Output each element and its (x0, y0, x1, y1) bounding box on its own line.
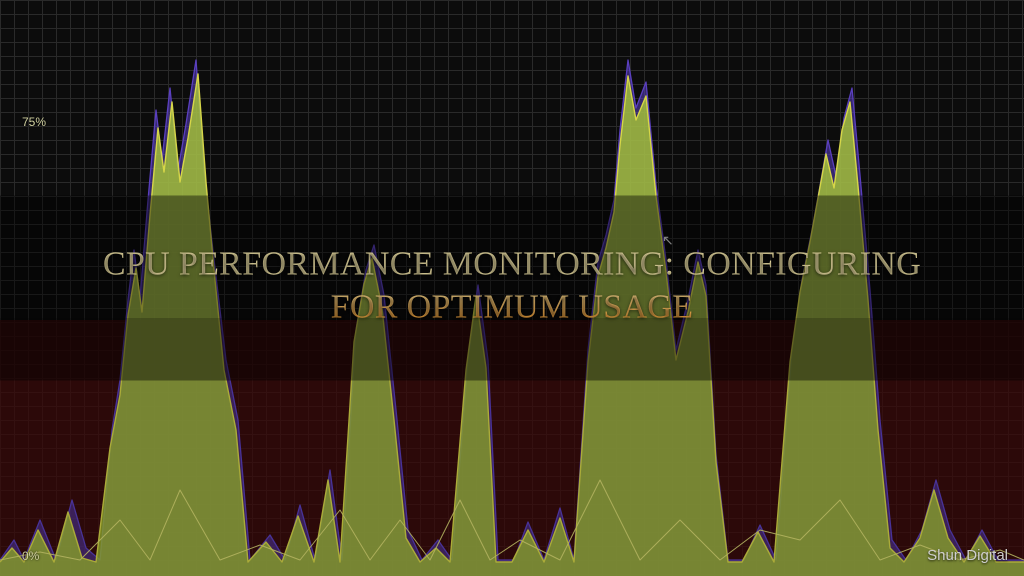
article-title: CPU PERFORMANCE MONITORING: CONFIGURING … (20, 244, 1004, 329)
title-overlay: CPU PERFORMANCE MONITORING: CONFIGURING … (0, 196, 1024, 381)
y-axis-label: 75% (22, 115, 46, 129)
watermark: Shun Digital (927, 547, 1008, 564)
y-axis-label: 0% (22, 549, 39, 563)
stage: 75%0% ↖ CPU PERFORMANCE MONITORING: CONF… (0, 0, 1024, 576)
